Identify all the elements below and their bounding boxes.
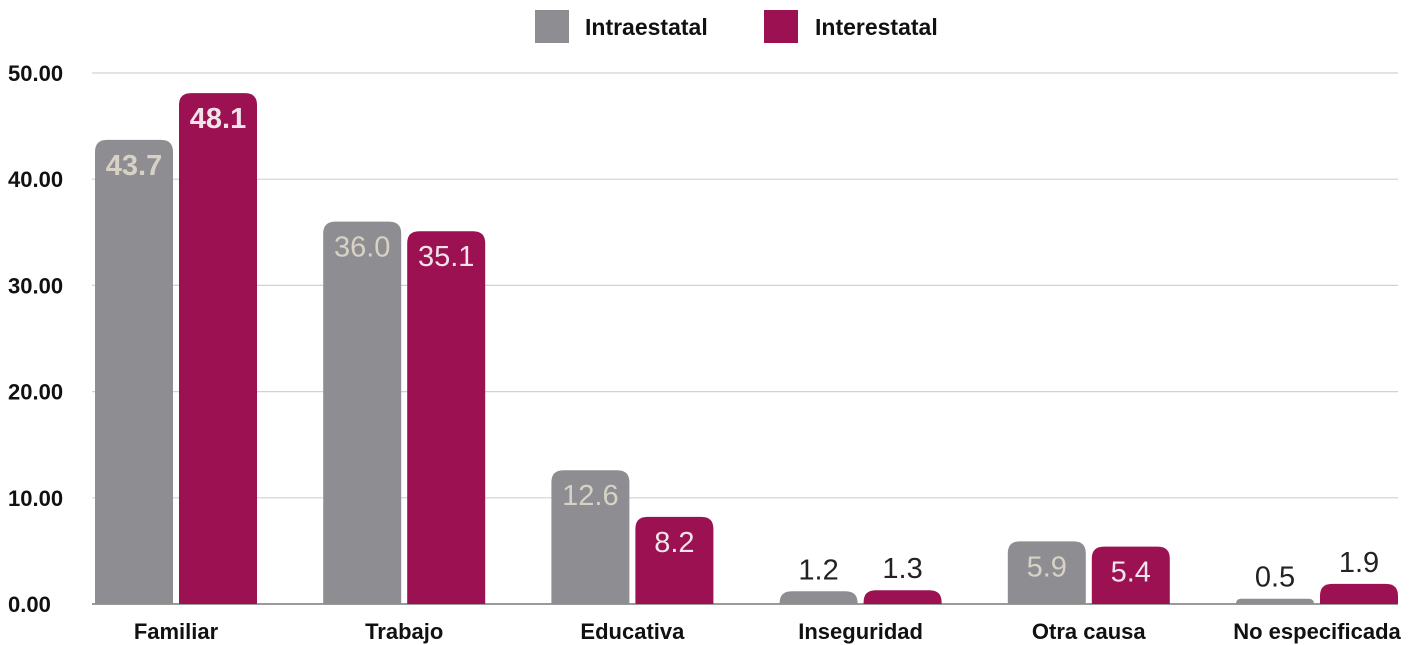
bar: [635, 516, 714, 604]
y-tick-label: 40.00: [8, 167, 63, 192]
data-label: 0.5: [1255, 562, 1295, 594]
bar: [323, 221, 402, 604]
x-axis: Familiar Trabajo Educativa Inseguridad Otra …: [134, 619, 1402, 644]
bar: [863, 590, 942, 604]
bar: [779, 591, 858, 604]
x-tick-label: Familiar: [134, 619, 219, 644]
x-tick-label: Trabajo: [365, 619, 443, 644]
bar: [1320, 583, 1398, 604]
data-label: 43.7: [106, 150, 162, 182]
legend-swatch: [764, 10, 798, 43]
legend: Intraestatal Interestatal: [535, 10, 938, 43]
bars: [95, 93, 1398, 604]
data-label: 48.1: [190, 103, 246, 135]
y-tick-label: 50.00: [8, 61, 63, 86]
y-tick-label: 20.00: [8, 380, 63, 405]
data-label: 1.9: [1339, 547, 1379, 579]
y-tick-label: 0.00: [8, 592, 51, 617]
x-tick-label: No especificada: [1233, 619, 1401, 644]
bar: [179, 93, 257, 604]
bar: [1007, 541, 1086, 604]
data-label: 1.2: [798, 554, 838, 586]
data-label: 36.0: [334, 232, 390, 264]
data-label: 5.4: [1111, 557, 1151, 589]
y-tick-label: 10.00: [8, 486, 63, 511]
bar: [1091, 546, 1170, 604]
bar: [551, 470, 630, 604]
x-tick-label: Educativa: [580, 619, 685, 644]
x-tick-label: Inseguridad: [798, 619, 923, 644]
data-label: 8.2: [654, 527, 694, 559]
legend-swatch: [535, 10, 569, 43]
data-labels: 43.7 48.1 36.0 35.1 12.6 8.2 1.2 1.3 5.9 5.4 0.5 1.…: [106, 103, 1379, 594]
y-axis: 0.00 10.00 20.00 30.00 40.00 50.00: [8, 61, 63, 617]
legend-label: Interestatal: [815, 14, 938, 40]
data-label: 1.3: [882, 553, 922, 585]
gridlines: [92, 72, 1398, 605]
legend-label: Intraestatal: [585, 14, 708, 40]
y-tick-label: 30.00: [8, 273, 63, 298]
bar: [95, 139, 173, 604]
bar: [407, 231, 486, 604]
data-label: 12.6: [562, 480, 618, 512]
x-tick-label: Otra causa: [1032, 619, 1146, 644]
data-label: 35.1: [418, 241, 474, 273]
data-label: 5.9: [1027, 551, 1067, 583]
bar: [1236, 598, 1314, 604]
